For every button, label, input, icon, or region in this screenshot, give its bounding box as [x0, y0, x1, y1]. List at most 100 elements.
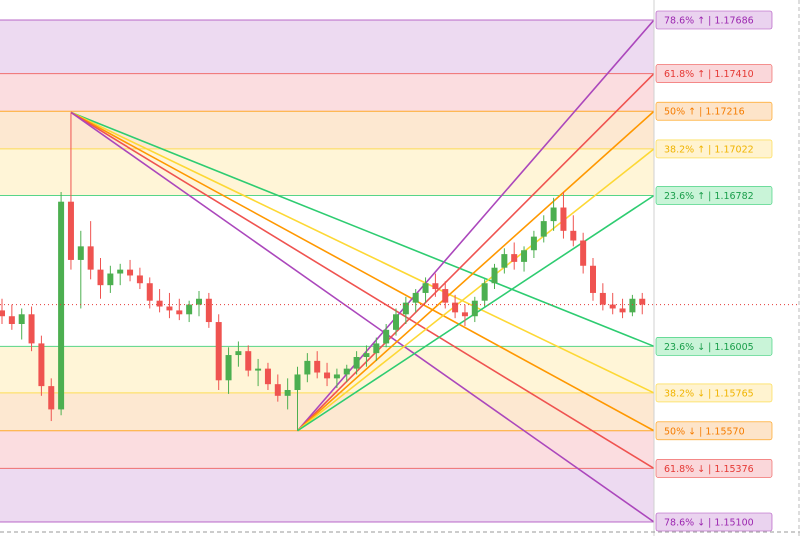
- candle-body: [127, 269, 134, 276]
- fan-line: [296, 110, 655, 432]
- level-label-bg: [655, 512, 773, 532]
- candle-body: [38, 343, 45, 387]
- fan-line: [70, 111, 655, 523]
- level-label-bg: [655, 101, 773, 121]
- candle-body: [225, 355, 232, 381]
- candle-body: [609, 304, 616, 309]
- level-label-bg: [655, 10, 773, 30]
- candle-body: [304, 360, 311, 375]
- candle-body: [530, 236, 537, 251]
- candle-body: [402, 302, 409, 315]
- candle-body: [67, 201, 74, 260]
- candle-body: [107, 273, 114, 286]
- band: [0, 20, 654, 74]
- fan-line: [70, 111, 655, 348]
- candle-body: [146, 283, 153, 301]
- candle-body: [97, 269, 104, 286]
- level-labels: 78.6% ↑ | 1.17686 61.8% ↑ | 1.17410 50% ↑ …: [655, 10, 773, 532]
- band: [0, 430, 654, 469]
- band: [0, 468, 654, 522]
- band: [0, 111, 654, 149]
- candle-body: [274, 384, 281, 396]
- candle-body: [383, 329, 390, 344]
- candle-body: [570, 230, 577, 241]
- candle-body: [87, 246, 94, 270]
- candle-body: [255, 368, 262, 371]
- candle-body: [314, 360, 321, 373]
- level-label: 78.6% ↑ | 1.17686: [664, 16, 754, 27]
- candle-body: [166, 306, 173, 311]
- candle-body: [373, 343, 380, 354]
- candle-body: [599, 292, 606, 305]
- candle-body: [432, 283, 439, 290]
- candle-body: [235, 351, 242, 356]
- candle-body: [540, 221, 547, 237]
- candle-body: [294, 374, 301, 390]
- candle-body: [412, 292, 419, 303]
- candle-body: [77, 246, 84, 260]
- fan-line: [70, 111, 655, 432]
- candle-body: [136, 275, 143, 284]
- fan-line: [297, 148, 655, 432]
- candle-body: [580, 240, 587, 266]
- candle-body: [619, 308, 626, 313]
- level-label-bg: [655, 186, 773, 205]
- candle-body: [491, 267, 498, 284]
- level-label-bg: [655, 459, 773, 478]
- band: [0, 73, 654, 112]
- candle-body: [196, 298, 202, 305]
- candle-body: [333, 374, 340, 379]
- candle-body: [481, 283, 488, 301]
- level-label: 50% ↑ | 1.17216: [664, 107, 745, 118]
- candle-body: [117, 269, 124, 274]
- fan-line: [70, 111, 655, 394]
- candle-body: [629, 298, 636, 313]
- candle-body: [521, 250, 528, 262]
- fan-line: [70, 111, 655, 470]
- candle-body: [353, 356, 360, 369]
- level-label: 61.8% ↑ | 1.17410: [664, 69, 754, 80]
- candle-body: [343, 368, 350, 375]
- level-label-bg: [655, 383, 773, 403]
- level-label: 23.6% ↓ | 1.16005: [664, 342, 754, 353]
- candle-body: [284, 389, 291, 396]
- candle-body: [471, 300, 478, 317]
- candle-body: [422, 283, 429, 293]
- candle-body: [264, 368, 271, 385]
- level-label-bg: [655, 64, 773, 83]
- candle-body: [560, 207, 567, 231]
- level-label: 50% ↓ | 1.15570: [664, 426, 745, 437]
- level-label: 61.8% ↓ | 1.15376: [664, 464, 754, 475]
- candle-body: [442, 289, 449, 303]
- band: [0, 148, 654, 196]
- candle-body: [8, 316, 15, 324]
- candle-body: [205, 298, 212, 323]
- level-label: 38.2% ↓ | 1.15765: [664, 388, 754, 399]
- level-label: 23.6% ↑ | 1.16782: [664, 191, 754, 202]
- level-label: 78.6% ↓ | 1.15100: [664, 518, 754, 529]
- candle-body: [324, 372, 331, 379]
- candle-body: [363, 353, 370, 357]
- candle-body: [511, 254, 518, 262]
- level-label-bg: [655, 337, 773, 356]
- candle-body: [452, 302, 459, 313]
- candle-body: [590, 265, 596, 293]
- candle-body: [550, 207, 557, 222]
- candle-body: [0, 310, 5, 317]
- level-label-bg: [655, 139, 773, 159]
- candle-body: [501, 254, 508, 268]
- candle-body: [58, 201, 65, 410]
- candles: [0, 112, 800, 431]
- candle-body: [639, 298, 646, 305]
- level-label: 38.2% ↑ | 1.17022: [664, 144, 754, 155]
- candle-body: [18, 314, 25, 324]
- candle-body: [156, 300, 163, 307]
- candle-body: [186, 304, 193, 315]
- candle-body: [461, 312, 468, 317]
- candle-body: [393, 314, 399, 330]
- level-label-bg: [655, 421, 773, 441]
- candle-body: [48, 386, 55, 410]
- candle-body: [176, 310, 183, 315]
- candle-body: [28, 314, 35, 344]
